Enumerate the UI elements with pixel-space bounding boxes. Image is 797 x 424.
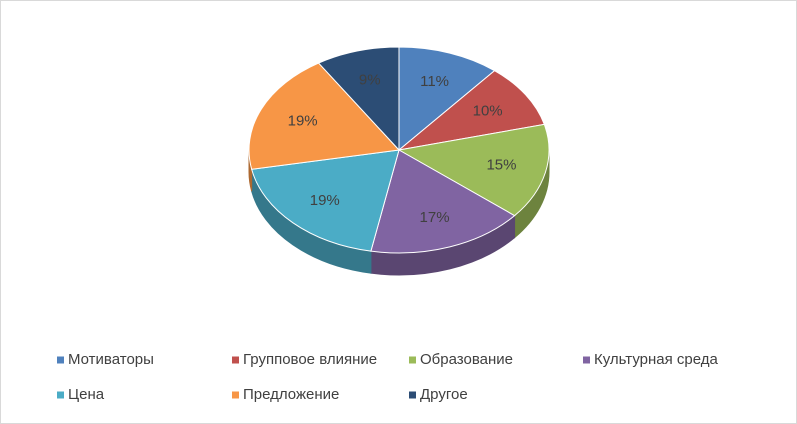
pie-slice [398,46,496,152]
legend-label: Другое [420,386,468,403]
legend-label: Культурная среда [594,351,719,368]
data-label: 9% [359,72,381,89]
pie-slice [251,149,400,252]
legend-marker [57,391,64,399]
legend-marker [57,356,64,364]
pie-slice [248,62,401,170]
pie-slice [370,149,516,254]
data-label: 15% [486,157,516,174]
data-label: 10% [473,102,503,119]
legend-label: Предложение [243,386,339,403]
legend-label: Групповое влияние [243,351,377,368]
pie-slice [317,46,400,152]
legend-marker [409,356,416,364]
legend-label: Образование [420,351,513,368]
legend-marker [232,391,239,399]
data-label: 11% [420,73,449,90]
pie-slice [397,123,550,217]
legend-marker [583,356,590,364]
legend-marker [232,356,239,364]
data-label: 17% [420,209,450,226]
pie-slice [397,70,545,151]
legend-label: Мотиваторы [68,351,154,368]
legend-label: Цена [68,386,105,403]
data-label: 19% [310,192,340,209]
legend-marker [409,391,416,399]
data-label: 19% [288,112,318,129]
